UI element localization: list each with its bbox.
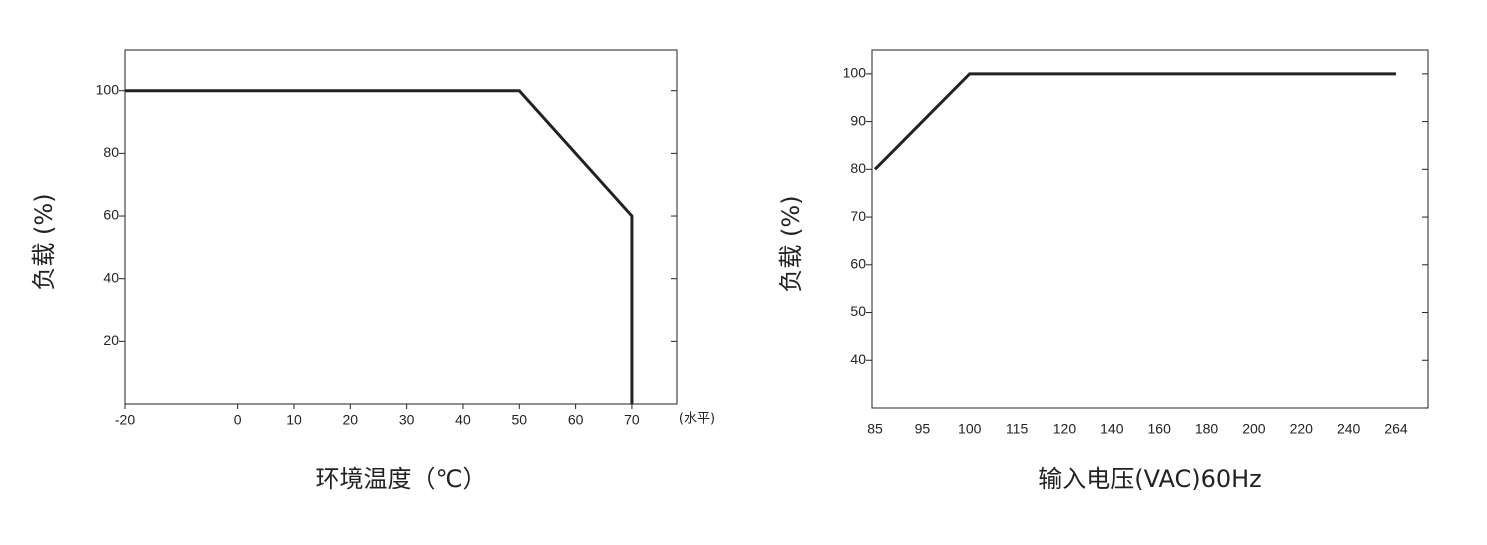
x-tick-label: 180 bbox=[1195, 421, 1219, 437]
x-tick-label: 85 bbox=[867, 421, 883, 437]
x-tick-label: 264 bbox=[1384, 421, 1408, 437]
x-tick-label: 200 bbox=[1242, 421, 1266, 437]
x-tick-label: -20 bbox=[115, 412, 135, 428]
x-tick-label: 50 bbox=[511, 412, 527, 428]
x-tick-label: 40 bbox=[455, 412, 471, 428]
plot-frame bbox=[871, 49, 1429, 409]
y-tick-label: 50 bbox=[850, 303, 866, 319]
y-tick-label: 90 bbox=[850, 112, 866, 128]
x-tick-label: 30 bbox=[399, 412, 415, 428]
y-tick-label: 100 bbox=[96, 81, 120, 97]
x-axis-title: 环境温度（℃） bbox=[316, 465, 487, 493]
x-tick-label: 60 bbox=[568, 412, 584, 428]
x-tick-label: 100 bbox=[958, 421, 982, 437]
x-tick-label: 220 bbox=[1290, 421, 1314, 437]
x-tick-label: 140 bbox=[1100, 421, 1124, 437]
y-tick-label: 40 bbox=[103, 269, 119, 285]
y-tick-label: 20 bbox=[103, 332, 119, 348]
y-tick-label: 60 bbox=[850, 256, 866, 272]
x-tick-label: 20 bbox=[343, 412, 359, 428]
y-tick-label: 80 bbox=[103, 144, 119, 160]
annotation: (水平) bbox=[679, 412, 715, 427]
x-tick-label: 115 bbox=[1006, 421, 1029, 437]
data-line bbox=[125, 89, 634, 404]
y-axis-title: 负载 (%) bbox=[30, 193, 58, 290]
x-tick-label: 0 bbox=[234, 412, 242, 428]
x-tick-label: 70 bbox=[624, 412, 640, 428]
x-tick-label: 120 bbox=[1053, 421, 1077, 437]
plot-frame bbox=[124, 49, 678, 405]
y-axis-title: 负载 (%) bbox=[777, 195, 805, 292]
x-axis-title: 输入电压(VAC)60Hz bbox=[1038, 465, 1262, 493]
x-tick-label: 160 bbox=[1148, 421, 1172, 437]
y-tick-label: 70 bbox=[850, 208, 866, 224]
y-tick-label: 40 bbox=[850, 351, 866, 367]
data-line bbox=[873, 72, 1396, 171]
y-tick-label: 80 bbox=[850, 160, 866, 176]
y-tick-label: 100 bbox=[843, 65, 867, 81]
x-tick-label: 240 bbox=[1337, 421, 1361, 437]
x-tick-label: 95 bbox=[915, 421, 931, 437]
x-tick-label: 10 bbox=[286, 412, 302, 428]
y-tick-label: 60 bbox=[103, 207, 119, 223]
